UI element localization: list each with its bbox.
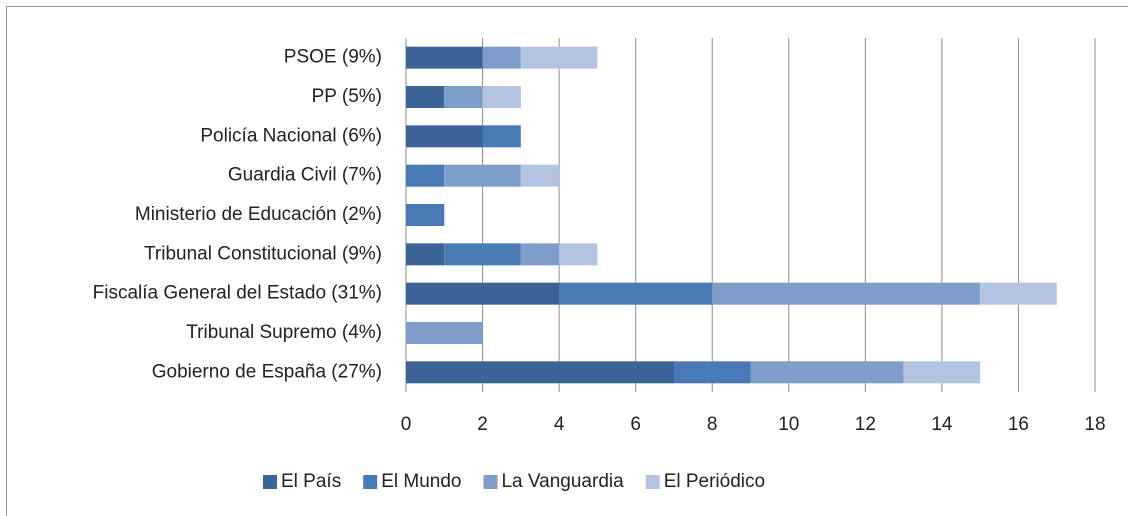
y-tick-label: Gobierno de España (27%) <box>152 361 382 382</box>
bar-segment <box>406 243 445 266</box>
y-tick-label: PP (5%) <box>312 86 382 107</box>
x-tick-label: 14 <box>931 414 953 435</box>
y-tick-label: PSOE (9%) <box>284 47 382 68</box>
y-tick-label: Guardia Civil (7%) <box>228 165 382 186</box>
bar-segment <box>406 164 445 187</box>
bar-segment <box>520 164 560 187</box>
x-tick-label: 0 <box>401 414 412 435</box>
bar-segment <box>406 125 483 148</box>
y-tick-label: Fiscalía General del Estado (31%) <box>93 283 382 304</box>
y-tick-label: Ministerio de Educación (2%) <box>135 204 382 225</box>
legend-swatch <box>645 475 660 489</box>
y-tick-label: Tribunal Supremo (4%) <box>186 322 382 343</box>
legend-label: El País <box>281 471 341 492</box>
y-tick-label: Policía Nacional (6%) <box>200 125 382 146</box>
bar-segment <box>712 282 981 305</box>
x-tick-label: 4 <box>554 414 565 435</box>
chart-frame <box>6 6 1128 516</box>
legend-swatch <box>483 475 498 489</box>
bar-segment <box>406 361 674 384</box>
x-tick-label: 6 <box>630 414 641 435</box>
bar-segment <box>406 86 445 108</box>
bar-segment <box>444 86 483 108</box>
x-tick-label: 18 <box>1084 414 1105 435</box>
bar-segment <box>444 243 521 266</box>
legend-label: El Periódico <box>664 471 765 492</box>
x-tick-label: 10 <box>778 414 799 435</box>
bar-segment <box>406 46 483 69</box>
bar-segment <box>903 361 981 384</box>
bar-segment <box>673 361 751 384</box>
x-tick-label: 12 <box>855 414 876 435</box>
legend-swatch <box>363 475 378 489</box>
bar-segment <box>444 164 521 187</box>
bar-segment <box>482 86 521 108</box>
bar-segment <box>980 282 1057 305</box>
bar-segment <box>406 204 445 226</box>
y-tick-label: Tribunal Constitucional (9%) <box>144 243 382 264</box>
bar-segment <box>482 46 521 69</box>
legend-label: La Vanguardia <box>501 471 624 492</box>
bar-segment <box>559 243 598 266</box>
legend-swatch <box>263 475 277 489</box>
bar-segment <box>559 282 713 305</box>
bar-segment <box>520 243 560 266</box>
bar-segment <box>406 282 560 305</box>
bar-segment <box>406 322 483 344</box>
x-tick-label: 16 <box>1008 414 1029 435</box>
bar-segment <box>482 125 521 148</box>
bar-segment <box>750 361 904 384</box>
x-tick-label: 8 <box>707 414 718 435</box>
bar-segment <box>520 46 598 69</box>
legend-label: El Mundo <box>381 471 461 492</box>
x-tick-label: 2 <box>477 414 488 435</box>
